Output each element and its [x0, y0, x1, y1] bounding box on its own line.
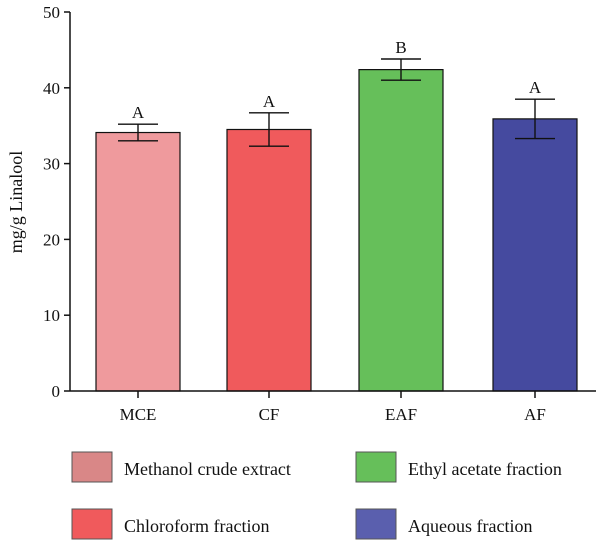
bar-cf	[226, 128, 312, 392]
x-tick-label: AF	[524, 405, 546, 424]
legend-item: Ethyl acetate fraction	[355, 451, 562, 483]
bar-mce	[95, 131, 181, 392]
legend-swatch	[71, 451, 113, 483]
bars: A A B A	[95, 38, 578, 392]
y-tick-label: 40	[43, 79, 60, 98]
legend-label: Chloroform fraction	[124, 516, 269, 536]
x-tick-label: EAF	[385, 405, 417, 424]
significance-label: A	[263, 92, 276, 111]
legend-item: Aqueous fraction	[355, 508, 532, 540]
legend-swatch	[355, 508, 397, 540]
significance-label: A	[529, 78, 542, 97]
legend-swatch	[71, 508, 113, 540]
x-tick-label: MCE	[120, 405, 157, 424]
legend-label: Aqueous fraction	[408, 516, 532, 536]
legend-item: Chloroform fraction	[71, 508, 269, 540]
y-tick-label: 20	[43, 230, 60, 249]
significance-label: B	[395, 38, 406, 57]
legend-label: Methanol crude extract	[124, 459, 291, 479]
legend-item: Methanol crude extract	[71, 451, 291, 483]
y-axis-title: mg/g Linalool	[6, 151, 26, 254]
y-tick-label: 30	[43, 155, 60, 174]
significance-label: A	[132, 103, 145, 122]
x-axis: MCE CF EAF AF	[70, 390, 596, 424]
bar-eaf	[358, 69, 444, 392]
legend-swatch	[355, 451, 397, 483]
legend-label: Ethyl acetate fraction	[408, 459, 562, 479]
y-tick-label: 50	[43, 3, 60, 22]
bar-af	[492, 118, 578, 392]
y-axis: 0 10 20 30 40 50	[43, 3, 71, 401]
x-tick-label: CF	[259, 405, 280, 424]
legend: Methanol crude extract Ethyl acetate frac…	[71, 451, 562, 540]
y-tick-label: 10	[43, 306, 60, 325]
y-tick-label: 0	[52, 382, 61, 401]
